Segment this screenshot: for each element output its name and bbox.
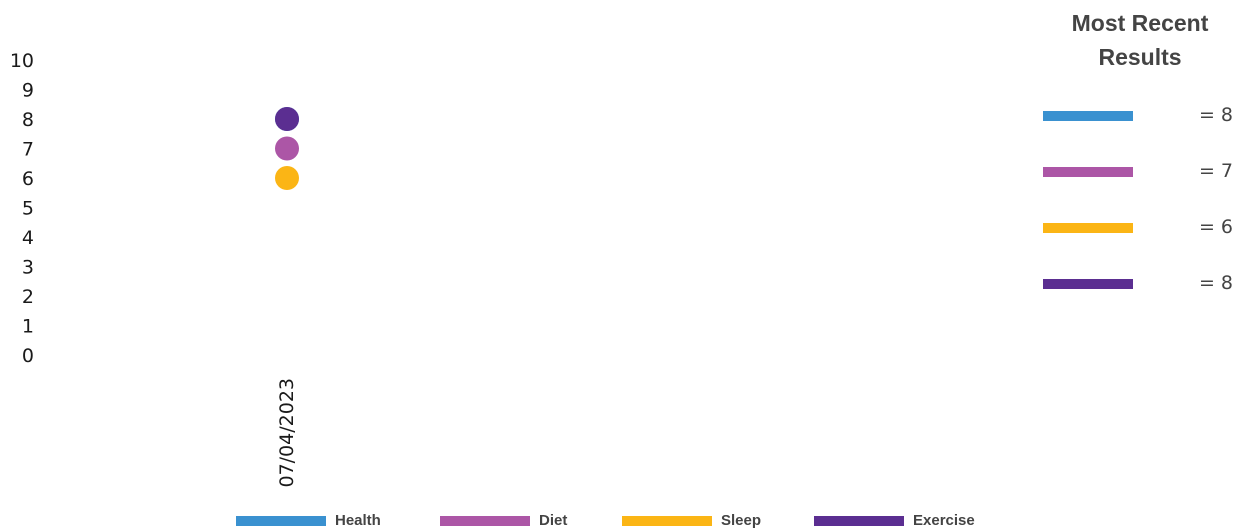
recent-result-sleep: = 6 — [1043, 212, 1233, 242]
x-tick-label: 07/04/2023 — [276, 378, 298, 488]
recent-value-health: = 8 — [1198, 104, 1233, 126]
recent-results-title: Most Recent Results — [1071, 10, 1209, 70]
y-tick-label: 1 — [22, 316, 34, 338]
legend-label-diet: Diet — [539, 512, 568, 529]
y-tick-label: 5 — [22, 198, 34, 220]
y-tick-label: 8 — [22, 109, 34, 131]
y-tick-label: 10 — [10, 50, 34, 72]
recent-swatch-diet — [1043, 167, 1133, 177]
legend-swatch-exercise — [814, 516, 904, 526]
legend-label-sleep: Sleep — [721, 512, 762, 529]
y-tick-label: 7 — [22, 139, 34, 161]
y-tick-label: 0 — [22, 345, 34, 367]
recent-swatch-health — [1043, 111, 1133, 121]
data-point-sleep[interactable] — [275, 166, 299, 190]
y-tick-label: 3 — [22, 257, 34, 279]
recent-result-diet: = 7 — [1043, 156, 1233, 186]
recent-swatch-sleep — [1043, 223, 1133, 233]
legend-swatch-sleep — [622, 516, 712, 526]
legend-label-health: Health — [335, 512, 381, 529]
legend-label-exercise: Exercise — [913, 512, 975, 529]
recent-result-health: = 8 — [1043, 100, 1233, 130]
y-tick-label: 2 — [22, 286, 34, 308]
y-tick-label: 9 — [22, 80, 34, 102]
y-tick-label: 4 — [22, 227, 34, 249]
y-tick-label: 6 — [22, 168, 34, 190]
recent-result-exercise: = 8 — [1043, 268, 1233, 298]
recent-value-sleep: = 6 — [1198, 216, 1233, 238]
recent-value-exercise: = 8 — [1198, 272, 1233, 294]
legend-swatch-health — [236, 516, 326, 526]
recent-value-diet: = 7 — [1198, 160, 1233, 182]
scatter-chart: 0 1 2 3 4 5 6 7 8 9 10 07/04/2023 — [10, 50, 299, 488]
data-point-exercise[interactable] — [275, 107, 299, 131]
recent-swatch-exercise — [1043, 279, 1133, 289]
data-point-diet[interactable] — [275, 136, 299, 161]
legend-swatch-diet — [440, 516, 530, 526]
